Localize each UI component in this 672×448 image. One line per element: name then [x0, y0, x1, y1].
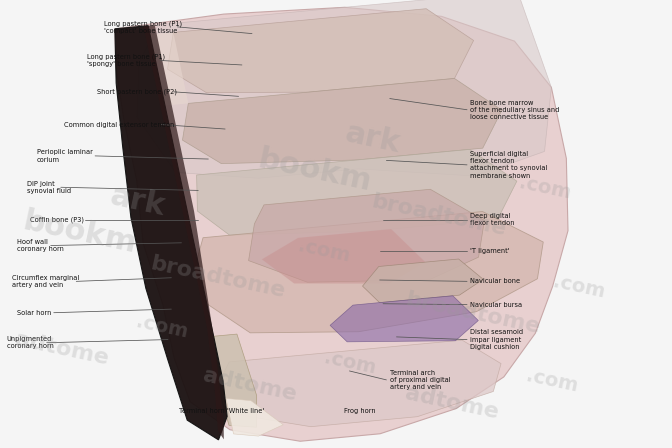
Text: Short pastern bone (P2): Short pastern bone (P2) [97, 89, 177, 95]
Text: bookm: bookm [255, 144, 374, 196]
Text: .com: .com [134, 312, 190, 342]
Text: adtome: adtome [202, 366, 299, 405]
Text: Distal sesamoid
impar ligament
Digital cushion: Distal sesamoid impar ligament Digital c… [470, 329, 523, 350]
Text: Deep digital
flexor tendon: Deep digital flexor tendon [470, 213, 515, 226]
Text: Terminal horn 'White line': Terminal horn 'White line' [179, 408, 264, 414]
Text: ark: ark [108, 181, 168, 222]
Text: Terminal arch
of proximal digital
artery and vein: Terminal arch of proximal digital artery… [390, 370, 450, 390]
Text: 'T ligament': 'T ligament' [470, 248, 510, 254]
Text: Perioplic laminar
corium: Perioplic laminar corium [37, 149, 93, 163]
Text: .com: .com [323, 348, 378, 378]
Polygon shape [196, 211, 543, 333]
Text: adtome: adtome [13, 330, 111, 369]
Text: Common digital extensor tendon: Common digital extensor tendon [64, 121, 174, 128]
Text: .com: .com [551, 272, 607, 302]
Polygon shape [151, 32, 188, 105]
Polygon shape [115, 7, 568, 441]
Text: adtome: adtome [403, 383, 501, 423]
Polygon shape [197, 150, 517, 235]
Text: Long pastern bone (P1)
'spongy' bone tissue: Long pastern bone (P1) 'spongy' bone tis… [87, 54, 165, 67]
Polygon shape [144, 25, 224, 439]
Polygon shape [249, 189, 485, 282]
Text: Navicular bone: Navicular bone [470, 278, 521, 284]
Text: Solar horn: Solar horn [17, 310, 51, 316]
Text: Bone bone marrow
of the medullary sinus and
loose connective tissue: Bone bone marrow of the medullary sinus … [470, 99, 560, 120]
Text: broadtome: broadtome [403, 289, 542, 338]
Text: Navicular bursa: Navicular bursa [470, 302, 523, 308]
Polygon shape [167, 9, 474, 93]
Text: broadtome: broadtome [370, 191, 508, 239]
Text: bookm: bookm [20, 207, 139, 259]
Polygon shape [137, 0, 552, 178]
Polygon shape [214, 334, 257, 427]
Text: Superficial digital
flexor tendon
attachment to synovial
membrane shown: Superficial digital flexor tendon attach… [470, 151, 548, 179]
Text: Long pastern bone (P1)
'compact' bone tissue: Long pastern bone (P1) 'compact' bone ti… [104, 20, 182, 34]
Polygon shape [362, 259, 483, 302]
Text: Frog horn: Frog horn [343, 408, 376, 414]
Polygon shape [226, 398, 283, 436]
Text: Unpigmented
coronary horn: Unpigmented coronary horn [7, 336, 54, 349]
Text: ark: ark [343, 119, 403, 159]
Polygon shape [183, 78, 502, 164]
Text: .com: .com [524, 366, 580, 396]
Text: Hoof wall
coronary horn: Hoof wall coronary horn [17, 239, 64, 252]
Text: broadtome: broadtome [148, 254, 286, 302]
Text: .com: .com [296, 236, 351, 266]
Polygon shape [115, 26, 227, 440]
Text: Circumflex marginal
artery and vein: Circumflex marginal artery and vein [12, 275, 79, 288]
Polygon shape [330, 296, 478, 342]
Polygon shape [215, 340, 501, 426]
Text: DIP joint
synovial fluid: DIP joint synovial fluid [27, 181, 71, 194]
Text: .com: .com [517, 173, 573, 203]
Text: Coffin bone (P3): Coffin bone (P3) [30, 216, 84, 223]
Polygon shape [262, 229, 425, 284]
